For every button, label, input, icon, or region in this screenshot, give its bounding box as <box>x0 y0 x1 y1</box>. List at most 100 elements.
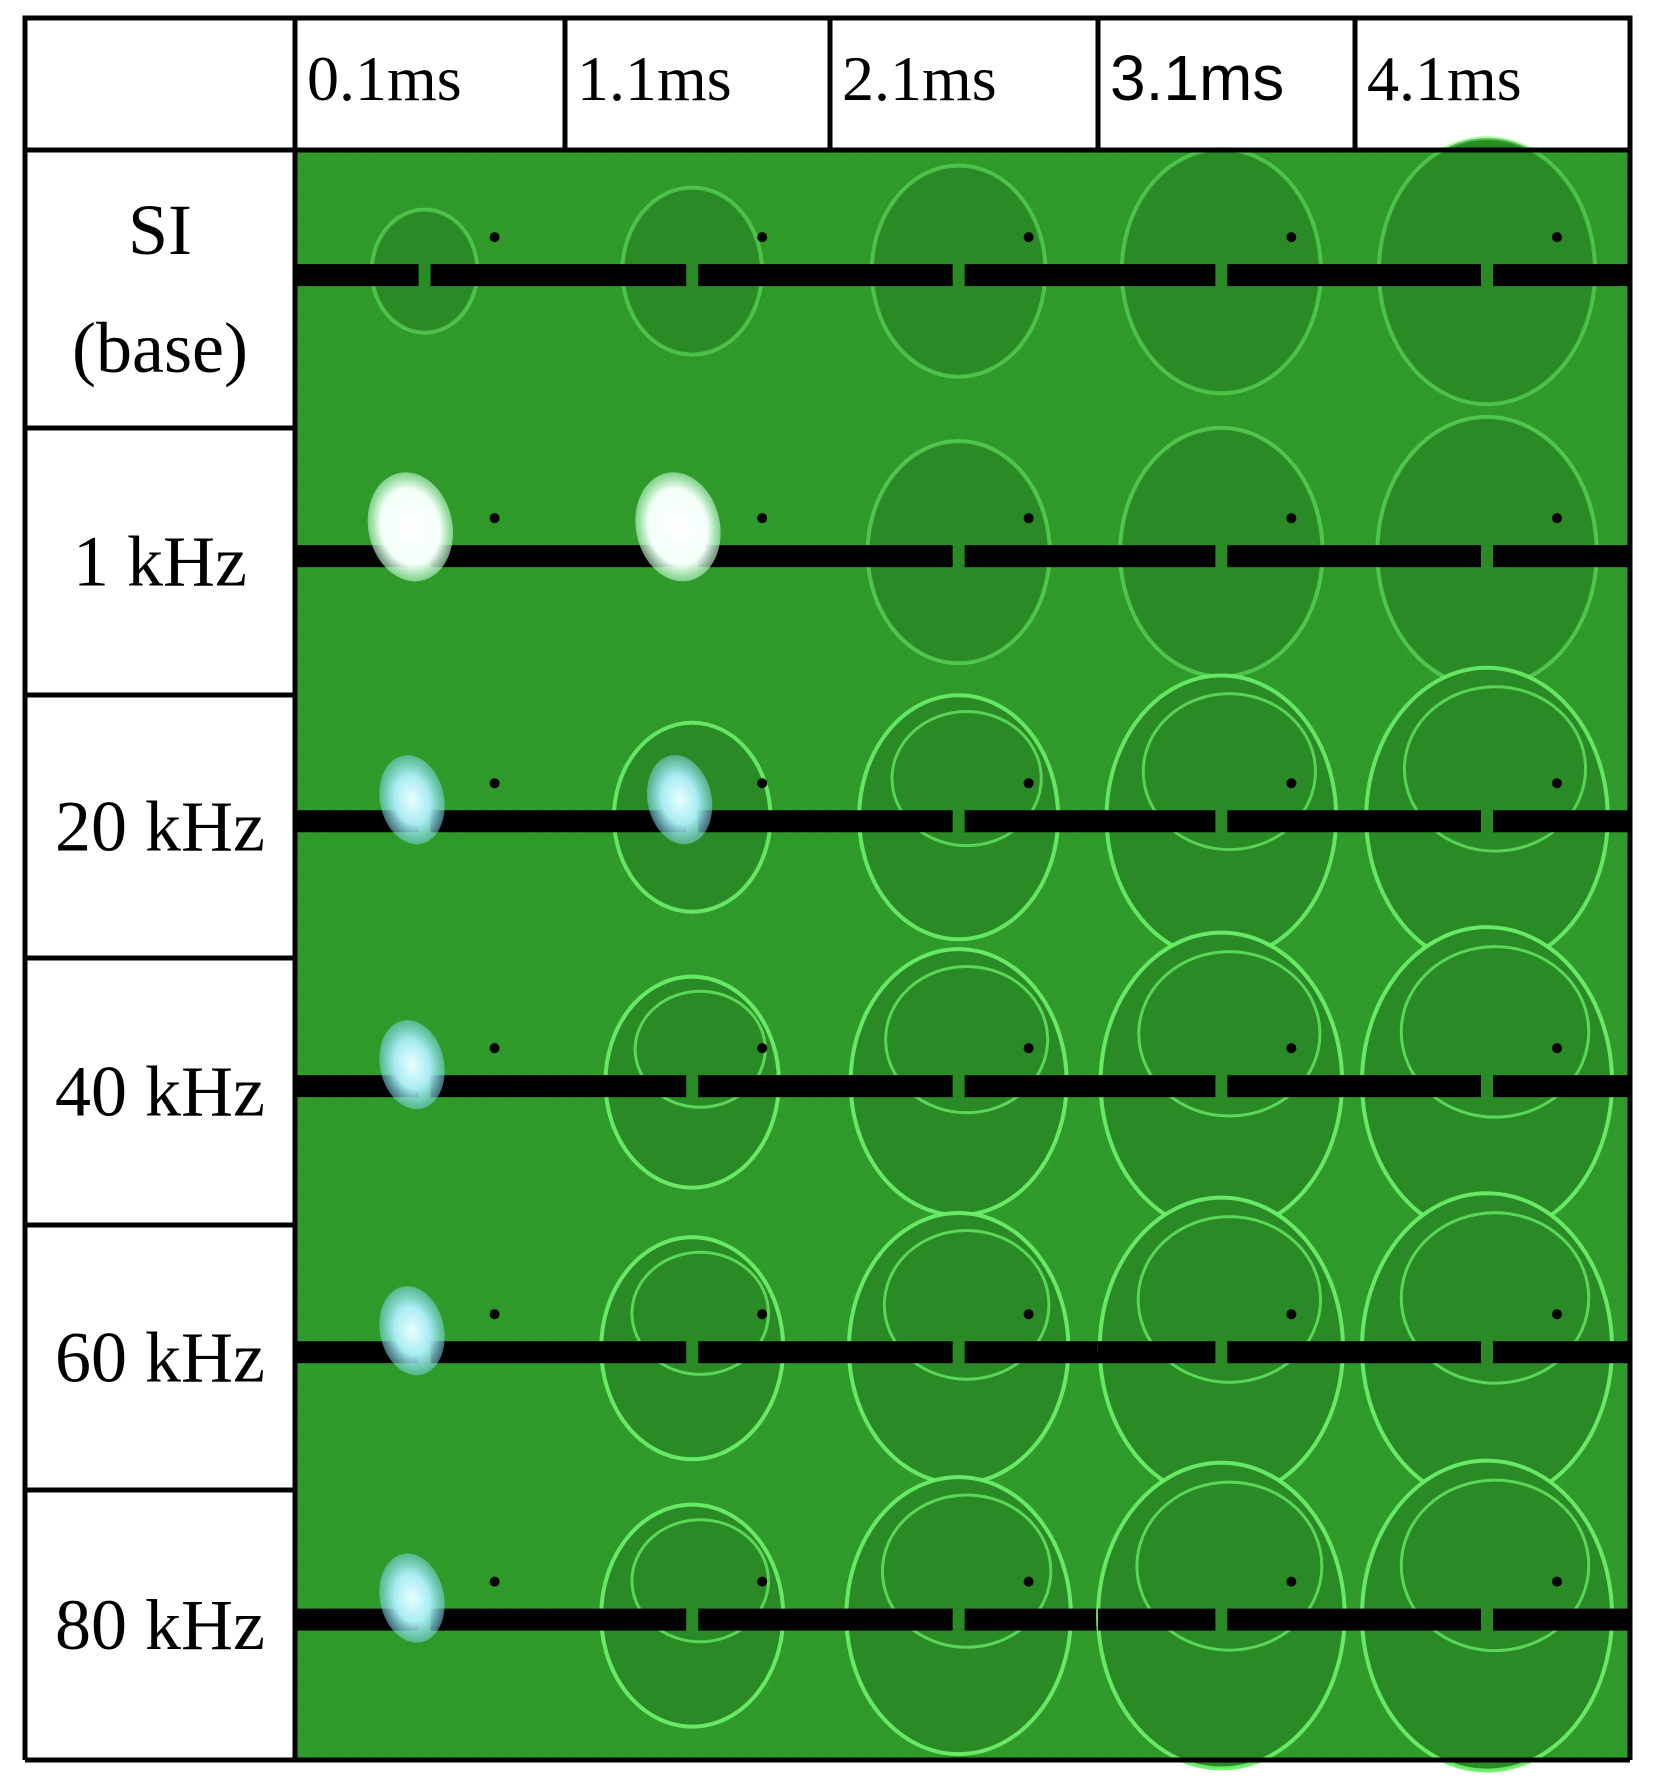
marker-dot <box>757 1576 768 1587</box>
cell-r6-c4 <box>1096 1460 1355 1771</box>
electrode-left <box>1355 264 1481 287</box>
cell-r6-c1 <box>295 1553 565 1643</box>
row-header-2: 1 kHz <box>73 522 247 602</box>
row-header-5: 60 kHz <box>55 1318 265 1398</box>
flame-kernel <box>848 1213 1069 1484</box>
electrode-left <box>565 1608 687 1631</box>
flame-front-inner <box>1399 1478 1591 1653</box>
flame-kernel <box>850 949 1067 1216</box>
electrode-left <box>830 1341 953 1364</box>
cell-r1-c3 <box>830 163 1098 379</box>
column-header-1: 0.1ms <box>307 43 462 114</box>
electrode-right <box>1493 1608 1630 1631</box>
electrode-left <box>1355 1341 1481 1364</box>
electrode-right <box>1227 1075 1355 1098</box>
cell-r2-c5 <box>1355 414 1630 690</box>
cell-r5-c4 <box>1097 1195 1355 1501</box>
flame-kernel <box>859 695 1059 940</box>
electrode-left <box>1098 810 1216 833</box>
electrode-right <box>698 545 830 568</box>
electrode-right <box>1493 545 1630 568</box>
image-cells <box>295 136 1630 1773</box>
flame-kernel <box>1099 1197 1343 1499</box>
flame-kernel <box>1362 1193 1612 1504</box>
electrode-left <box>1355 545 1481 568</box>
electrode-right <box>1227 545 1355 568</box>
marker-dot <box>1286 1576 1297 1587</box>
marker-dot <box>757 232 768 243</box>
cell-r4-c3 <box>830 947 1098 1218</box>
electrode-left <box>1098 1075 1216 1098</box>
spark-plasma <box>635 472 721 582</box>
electrode-right <box>698 810 830 833</box>
column-headers: 0.1ms 1.1ms 2.1ms 3.1ms 4.1ms <box>307 42 1522 114</box>
cell-r4-c5 <box>1355 925 1630 1240</box>
flame-kernel <box>846 1477 1071 1755</box>
row-header-1-line-1: SI <box>128 190 192 270</box>
flame-front-inner <box>1137 950 1322 1118</box>
flame-kernel <box>1120 427 1323 677</box>
electrode-right <box>1493 1341 1630 1364</box>
marker-dot <box>1286 232 1297 243</box>
electrode-left <box>830 264 953 287</box>
marker-dot <box>757 778 768 789</box>
marker-dot <box>1023 778 1034 789</box>
cell-r2-c3 <box>830 439 1098 666</box>
flame-front-inner <box>880 1493 1053 1649</box>
column-header-2: 1.1ms <box>577 43 732 114</box>
marker-dot <box>1023 232 1034 243</box>
cell-r4-c4 <box>1098 930 1355 1234</box>
column-header-4: 3.1ms <box>1110 42 1284 114</box>
electrode-left <box>830 810 953 833</box>
marker-dot <box>757 513 768 524</box>
column-header-3: 2.1ms <box>842 43 997 114</box>
electrode-left <box>1355 1608 1481 1631</box>
cell-r3-c2 <box>565 720 830 914</box>
marker-dot <box>1286 778 1297 789</box>
flame-front-inner <box>1399 1211 1591 1385</box>
flame-front-inner <box>882 1229 1051 1381</box>
cell-r4-c2 <box>565 974 830 1190</box>
electrode-right <box>964 1075 1098 1098</box>
flame-kernel <box>371 209 478 333</box>
marker-dot <box>1552 1043 1562 1054</box>
flame-front-inner <box>630 1250 770 1376</box>
marker-dot <box>1552 513 1562 524</box>
marker-dot <box>489 1576 500 1587</box>
flame-front-inner <box>884 964 1050 1115</box>
marker-dot <box>489 778 500 789</box>
electrode-right <box>698 1608 830 1631</box>
spark-plasma <box>379 1020 445 1110</box>
row-header-3: 20 kHz <box>55 787 265 867</box>
electrode-left <box>1098 545 1216 568</box>
table-grid <box>22 15 1633 1763</box>
electrode-left <box>565 1075 687 1098</box>
electrode-right <box>430 545 565 568</box>
flame-front-inner <box>1136 1215 1323 1384</box>
cell-r3-c1 <box>295 755 565 845</box>
flame-kernel <box>871 165 1046 377</box>
flame-kernel <box>1377 416 1597 688</box>
electrode-right <box>430 810 565 833</box>
flame-front-inner <box>1135 1480 1324 1652</box>
marker-dot <box>1286 1309 1297 1320</box>
flame-kernel <box>1100 932 1343 1232</box>
cell-r1-c5 <box>1355 136 1630 407</box>
electrode-left <box>830 1075 953 1098</box>
marker-dot <box>1023 1576 1034 1587</box>
electrode-right <box>964 1341 1098 1364</box>
column-header-5: 4.1ms <box>1367 43 1522 114</box>
electrode-right <box>964 810 1098 833</box>
cell-r6-c3 <box>830 1475 1098 1757</box>
marker-dot <box>1023 1309 1034 1320</box>
electrode-right <box>698 1075 830 1098</box>
cell-r5-c2 <box>565 1235 830 1462</box>
electrode-right <box>1227 264 1355 287</box>
marker-dot <box>757 1309 768 1320</box>
flame-front-inner <box>1399 945 1591 1119</box>
marker-dot <box>1552 778 1562 789</box>
flame-front-inner <box>630 1518 770 1644</box>
marker-dot <box>489 513 500 524</box>
flame-front-inner <box>890 709 1043 848</box>
